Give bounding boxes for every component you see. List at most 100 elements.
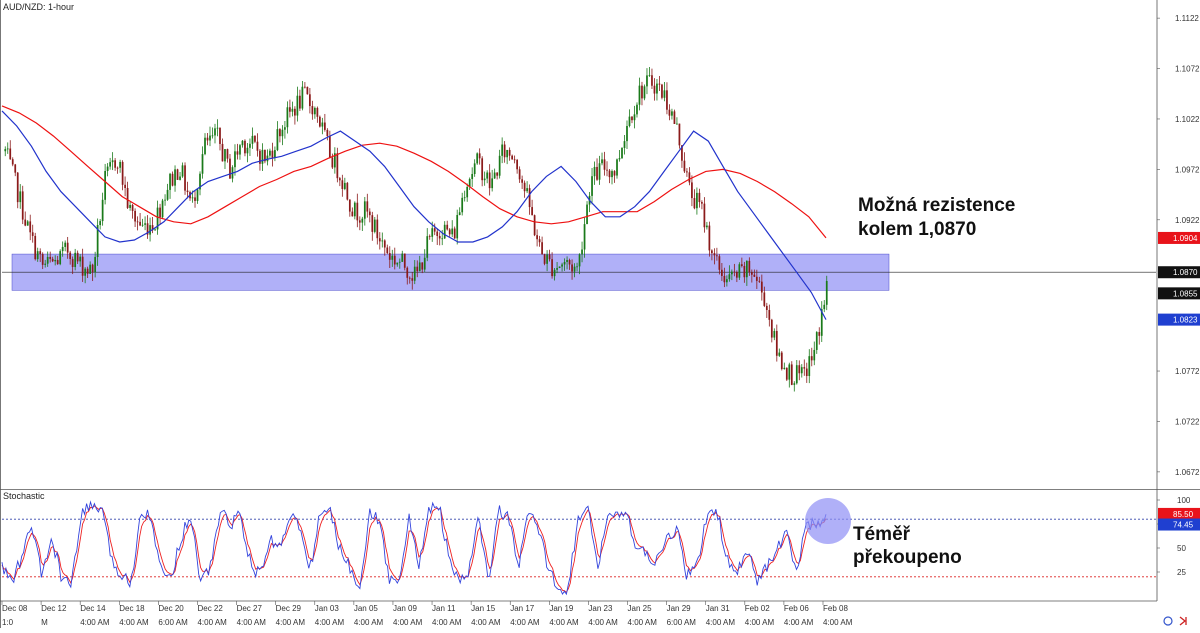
candle-body bbox=[14, 164, 17, 173]
candle-body bbox=[61, 246, 64, 252]
candle-body bbox=[778, 352, 781, 356]
candle-body bbox=[800, 367, 803, 374]
stochastic-d-line bbox=[1, 505, 827, 593]
candle-body bbox=[39, 251, 42, 255]
candle-body bbox=[743, 265, 746, 278]
candle-body bbox=[316, 107, 319, 117]
candle-body bbox=[668, 109, 671, 116]
candle-body bbox=[433, 228, 436, 232]
price-tick-label: 1.1022 bbox=[1175, 115, 1200, 124]
candle-body bbox=[229, 158, 231, 179]
stoch-badge bbox=[1158, 507, 1200, 520]
candle-body bbox=[506, 149, 509, 158]
candle-body bbox=[441, 238, 444, 240]
candle-body bbox=[745, 260, 748, 278]
candle-body bbox=[813, 349, 816, 361]
candle-body bbox=[284, 127, 286, 130]
candle-body bbox=[603, 159, 606, 170]
time-label-top: Jan 31 bbox=[706, 604, 731, 613]
time-label-bottom: 4:00 AM bbox=[432, 618, 462, 627]
candle-body bbox=[523, 182, 526, 192]
candle-body bbox=[541, 242, 543, 255]
candle-body bbox=[94, 257, 97, 273]
candle-body bbox=[119, 161, 121, 168]
candle-body bbox=[815, 332, 818, 350]
candle-body bbox=[204, 137, 206, 155]
stoch-badge-label: 74.45 bbox=[1173, 521, 1194, 530]
candle-body bbox=[289, 107, 291, 112]
candle-body bbox=[548, 254, 551, 260]
time-label-bottom: 4:00 AM bbox=[276, 618, 306, 627]
candle-body bbox=[209, 135, 211, 141]
candle-body bbox=[69, 252, 72, 260]
candle-body bbox=[234, 151, 236, 168]
price-badge-label: 1.0855 bbox=[1173, 289, 1198, 298]
price-tick-label: 1.0672 bbox=[1175, 468, 1200, 477]
candle-body bbox=[711, 250, 713, 254]
candle-body bbox=[678, 123, 681, 146]
candle-body bbox=[498, 155, 501, 176]
candle-body bbox=[721, 269, 723, 276]
candle-body bbox=[24, 219, 27, 226]
candle-body bbox=[274, 150, 276, 159]
chart-title: AUD/NZD: 1-hour bbox=[3, 2, 74, 12]
candle-body bbox=[44, 263, 47, 265]
time-label-bottom: M bbox=[41, 618, 48, 627]
candle-body bbox=[254, 135, 256, 142]
candle-body bbox=[408, 277, 411, 279]
candle-body bbox=[86, 268, 89, 274]
candle-body bbox=[214, 128, 216, 136]
candle-body bbox=[46, 256, 49, 264]
candle-body bbox=[753, 274, 756, 277]
time-label-bottom: 4:00 AM bbox=[119, 618, 149, 627]
candle-body bbox=[363, 201, 366, 219]
candle-body bbox=[518, 169, 521, 180]
candle-body bbox=[76, 252, 79, 262]
candle-body bbox=[631, 116, 633, 121]
candle-body bbox=[503, 144, 506, 158]
candle-body bbox=[16, 172, 19, 203]
candle-body bbox=[239, 145, 241, 155]
candle-body bbox=[563, 261, 566, 265]
time-label-top: Jan 09 bbox=[393, 604, 418, 613]
price-badge-label: 1.0870 bbox=[1173, 268, 1198, 277]
candle-body bbox=[313, 107, 316, 115]
candle-body bbox=[661, 84, 663, 98]
stochastic-layer bbox=[1, 498, 1156, 596]
candle-body bbox=[493, 172, 496, 179]
candle-body bbox=[686, 171, 688, 173]
candle-body bbox=[740, 264, 743, 266]
candle-body bbox=[706, 225, 708, 228]
candle-body bbox=[608, 170, 611, 178]
candle-body bbox=[478, 153, 481, 159]
candle-body bbox=[64, 242, 67, 247]
candle-body bbox=[418, 262, 421, 272]
candle-body bbox=[89, 264, 92, 274]
candle-body bbox=[760, 281, 763, 293]
candle-body bbox=[531, 207, 533, 216]
candle-body bbox=[226, 149, 229, 159]
candle-body bbox=[488, 172, 491, 189]
candle-body bbox=[211, 135, 214, 137]
candle-body bbox=[386, 247, 389, 254]
candle-body bbox=[166, 189, 169, 200]
price-badge-label: 1.0823 bbox=[1173, 316, 1198, 325]
scroll-to-end-icon bbox=[1179, 616, 1187, 626]
candle-body bbox=[606, 169, 608, 171]
candle-body bbox=[184, 165, 186, 191]
candle-body bbox=[446, 224, 449, 230]
candle-body bbox=[578, 254, 581, 267]
stoch-badge-label: 85.50 bbox=[1173, 510, 1194, 519]
candle-body bbox=[246, 147, 249, 154]
candle-body bbox=[196, 189, 199, 201]
candle-body bbox=[463, 197, 466, 199]
time-label-bottom: 4:00 AM bbox=[823, 618, 853, 627]
price-badge-label: 1.0904 bbox=[1173, 234, 1198, 243]
candle-body bbox=[491, 178, 494, 189]
candle-body bbox=[221, 143, 224, 162]
candle-body bbox=[371, 215, 374, 232]
time-label-top: Dec 27 bbox=[237, 604, 263, 613]
overbought-highlight-circle bbox=[805, 498, 851, 544]
